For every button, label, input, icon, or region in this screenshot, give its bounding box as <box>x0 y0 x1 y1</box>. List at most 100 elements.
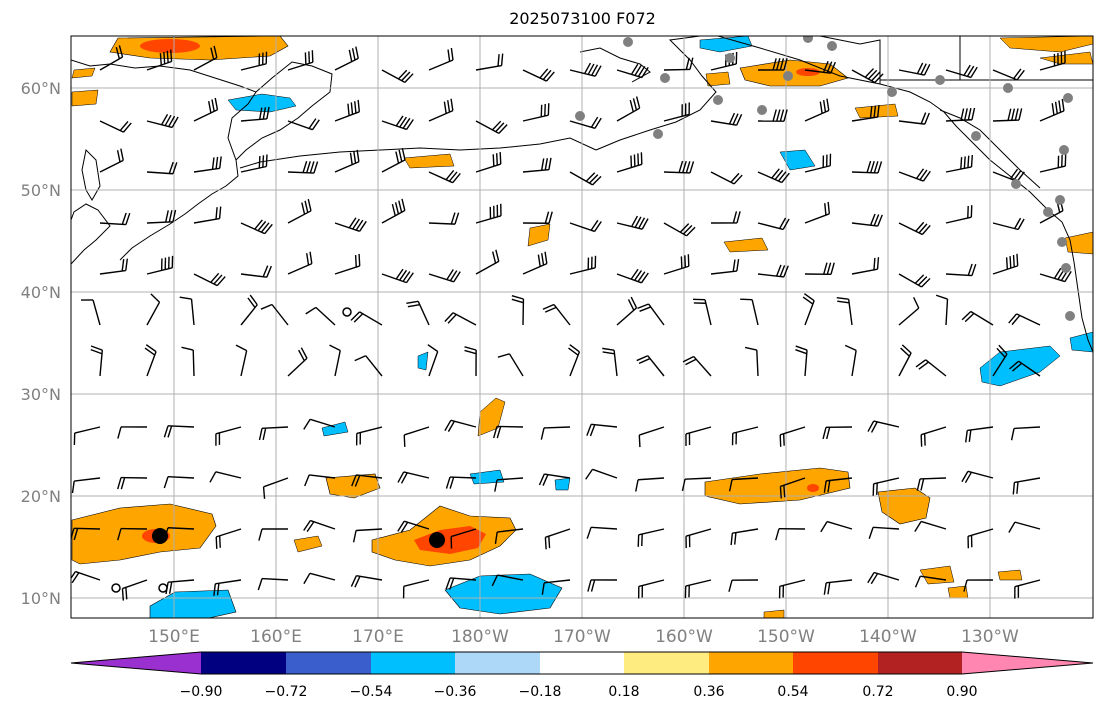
wind-barb <box>804 98 830 122</box>
wind-barb <box>945 154 974 173</box>
wind-barb <box>497 353 524 377</box>
wind-barb <box>257 577 289 591</box>
wind-barb <box>215 528 242 549</box>
wind-barb <box>744 346 759 377</box>
wind-barb <box>804 262 835 275</box>
wind-barb <box>914 520 947 533</box>
wind-barb <box>898 168 931 182</box>
wind-barb <box>240 294 258 326</box>
wind-barb <box>99 120 132 133</box>
lat-label: 10°N <box>21 589 61 608</box>
wind-barb <box>961 470 994 484</box>
wind-barb <box>637 579 665 599</box>
wind-barb <box>692 298 712 326</box>
wind-barb <box>1010 426 1041 441</box>
anomaly-blob <box>140 39 200 53</box>
colorbar-segment <box>371 652 455 674</box>
lon-label: 170°E <box>352 627 404 647</box>
anomaly-blob <box>705 71 731 87</box>
station-dot <box>575 111 585 121</box>
wind-barb <box>445 476 477 489</box>
lat-label: 60°N <box>21 79 61 98</box>
wind-barb <box>511 295 525 326</box>
wind-barb <box>1012 477 1041 495</box>
wind-barb <box>710 171 743 185</box>
wind-barb <box>287 118 320 131</box>
wind-barb <box>740 298 759 326</box>
wind-barb <box>334 99 361 122</box>
storm-center-marker <box>429 532 445 548</box>
coastlines <box>71 36 1093 353</box>
coastline-sakhalin <box>81 148 101 201</box>
wind-barb <box>541 579 571 595</box>
wind-barb <box>757 264 789 278</box>
wind-barb <box>258 528 289 541</box>
wind-barb <box>146 161 178 175</box>
wind-barb <box>602 347 618 377</box>
wind-barb <box>352 528 383 543</box>
wind-barb <box>163 475 195 489</box>
wind-barb <box>381 268 414 284</box>
anomaly-blob <box>854 103 899 119</box>
wind-barb <box>303 519 336 533</box>
wind-barb <box>494 477 524 492</box>
wind-barb <box>402 579 430 599</box>
wind-barb <box>920 426 947 447</box>
anomaly-blob <box>739 59 849 87</box>
wind-barb <box>836 296 853 326</box>
wind-barb <box>586 526 618 539</box>
wind-barb <box>475 249 500 275</box>
wind-barb <box>181 346 195 377</box>
wind-barb <box>117 426 148 439</box>
colorbar-extend-max <box>962 652 1093 674</box>
wind-barb <box>99 258 129 275</box>
wind-barb <box>350 574 383 588</box>
colorbar-tick-label: −0.54 <box>350 684 393 700</box>
wind-barb <box>637 303 665 326</box>
wind-barb <box>992 68 1025 81</box>
wind-barb <box>636 355 665 377</box>
map-title: 2025073100 F072 <box>509 9 656 28</box>
lat-label: 50°N <box>21 181 61 200</box>
colorbar-tick-labels: −0.90 −0.72 −0.54 −0.36 −0.18 0.18 0.36 … <box>180 684 978 700</box>
wind-barb <box>427 344 439 377</box>
wind-barb <box>684 579 712 599</box>
wind-barb <box>428 47 454 71</box>
wind-barb <box>992 344 1008 377</box>
wind-barb <box>304 474 336 487</box>
wind-barb <box>492 425 524 439</box>
wind-barb <box>73 426 101 446</box>
lat-label: 20°N <box>21 487 61 506</box>
wind-barb <box>916 477 947 491</box>
wind-barb <box>945 263 977 277</box>
lon-label: 180°W <box>451 627 509 647</box>
colorbar-tick-label: −0.90 <box>180 684 223 700</box>
anomaly-blob <box>417 351 429 371</box>
wind-barb <box>898 221 931 236</box>
wind-barb <box>851 257 880 275</box>
wind-barb <box>193 272 226 287</box>
wind-barb <box>728 579 759 592</box>
wind-barb <box>235 344 248 377</box>
wind-barb <box>872 477 900 496</box>
anomaly-blob <box>403 153 455 169</box>
wind-barb <box>586 423 618 437</box>
station-dot <box>1011 179 1021 189</box>
wind-barb <box>587 579 618 592</box>
colorbar-tick-label: −0.72 <box>265 684 308 700</box>
wind-barb <box>898 344 912 377</box>
wind-barb <box>334 217 367 232</box>
station-dot <box>1055 195 1065 205</box>
wind-barb <box>305 306 336 326</box>
wind-barb <box>450 528 477 549</box>
wind-barb <box>444 312 477 326</box>
wind-barb <box>945 205 973 224</box>
wind-barb <box>663 160 695 174</box>
wind-barb <box>992 253 1019 275</box>
anomaly-blob <box>469 469 505 485</box>
wind-barb <box>287 160 319 174</box>
wind-barb <box>961 310 994 326</box>
wind-barb <box>475 203 502 224</box>
coastline-chukotka <box>579 47 651 83</box>
station-dot <box>725 53 735 63</box>
